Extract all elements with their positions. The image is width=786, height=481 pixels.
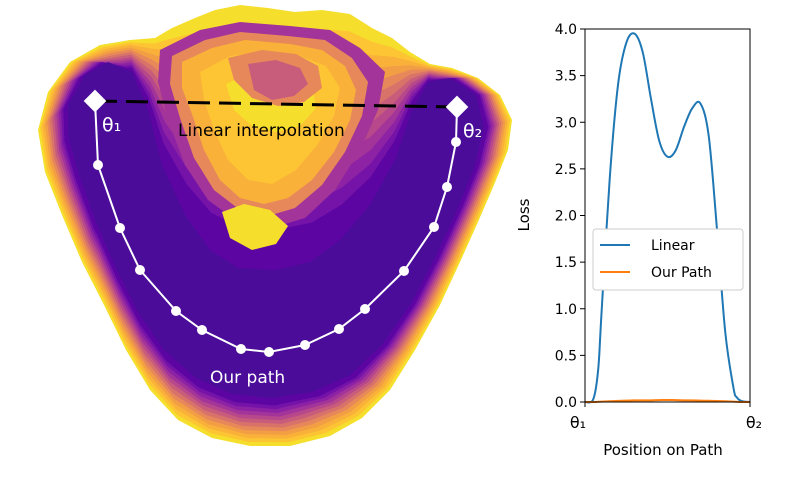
y-ticks: 0.0 0.5 1.0 1.5 2.0 2.5 3.0 3.5 4.0 — [555, 22, 585, 411]
our-path-node — [264, 347, 274, 357]
legend: Linear Our Path — [592, 228, 744, 291]
our-path-node — [135, 265, 145, 275]
theta2-marker — [445, 95, 469, 119]
legend-label-our-path: Our Path — [651, 265, 712, 281]
our-path-node — [300, 340, 310, 350]
our-path-nodes — [93, 137, 461, 357]
loss-landscape-contour: θ₁ θ₂ Linear interpolation Our path — [38, 5, 512, 446]
y-tick-label: 0.5 — [555, 348, 577, 364]
our-path-node — [429, 222, 439, 232]
y-tick-label: 4.0 — [555, 22, 577, 38]
y-tick-label: 1.5 — [555, 255, 577, 271]
loss-curves — [584, 32, 751, 404]
linear-interpolation-label: Linear interpolation — [178, 121, 345, 141]
y-tick-label: 1.0 — [555, 302, 577, 318]
theta1-label: θ₁ — [102, 114, 121, 136]
our-path-node — [451, 137, 461, 147]
plot-frame — [584, 28, 751, 403]
our-path-node — [442, 182, 452, 192]
theta1-marker — [83, 89, 107, 113]
our-path-node — [236, 344, 246, 354]
x-ticks: θ₁ θ₂ — [570, 402, 762, 432]
y-tick-label: 0.0 — [555, 395, 577, 411]
series-line-linear — [584, 32, 751, 404]
contour-hot-spots — [158, 22, 385, 250]
our-path-node — [115, 223, 125, 233]
y-tick-label: 2.5 — [555, 162, 577, 178]
our-path-node — [399, 266, 409, 276]
x-axis-label: Position on Path — [603, 441, 723, 459]
our-path-node — [171, 306, 181, 316]
contour-plateau — [248, 60, 308, 100]
x-tick-label: θ₁ — [570, 413, 586, 432]
our-path-node — [93, 160, 103, 170]
legend-box — [592, 228, 744, 291]
y-axis-label: Loss — [515, 198, 533, 231]
x-tick-label: θ₂ — [746, 413, 762, 432]
theta2-label: θ₂ — [463, 120, 482, 142]
y-tick-label: 3.5 — [555, 69, 577, 85]
loss-line-chart: 0.0 0.5 1.0 1.5 2.0 2.5 3.0 3.5 4.0 θ₁ θ₂ Loss Po… — [515, 22, 762, 459]
y-tick-label: 3.0 — [555, 115, 577, 131]
our-path-node — [334, 324, 344, 334]
our-path-node — [197, 325, 207, 335]
contour-plateau — [222, 204, 288, 250]
our-path-node — [360, 304, 370, 314]
our-path-label: Our path — [210, 368, 285, 388]
our-path-line — [94, 100, 458, 354]
series-line-our-path — [584, 398, 751, 404]
y-tick-label: 2.0 — [555, 209, 577, 225]
legend-label-linear: Linear — [651, 238, 695, 254]
